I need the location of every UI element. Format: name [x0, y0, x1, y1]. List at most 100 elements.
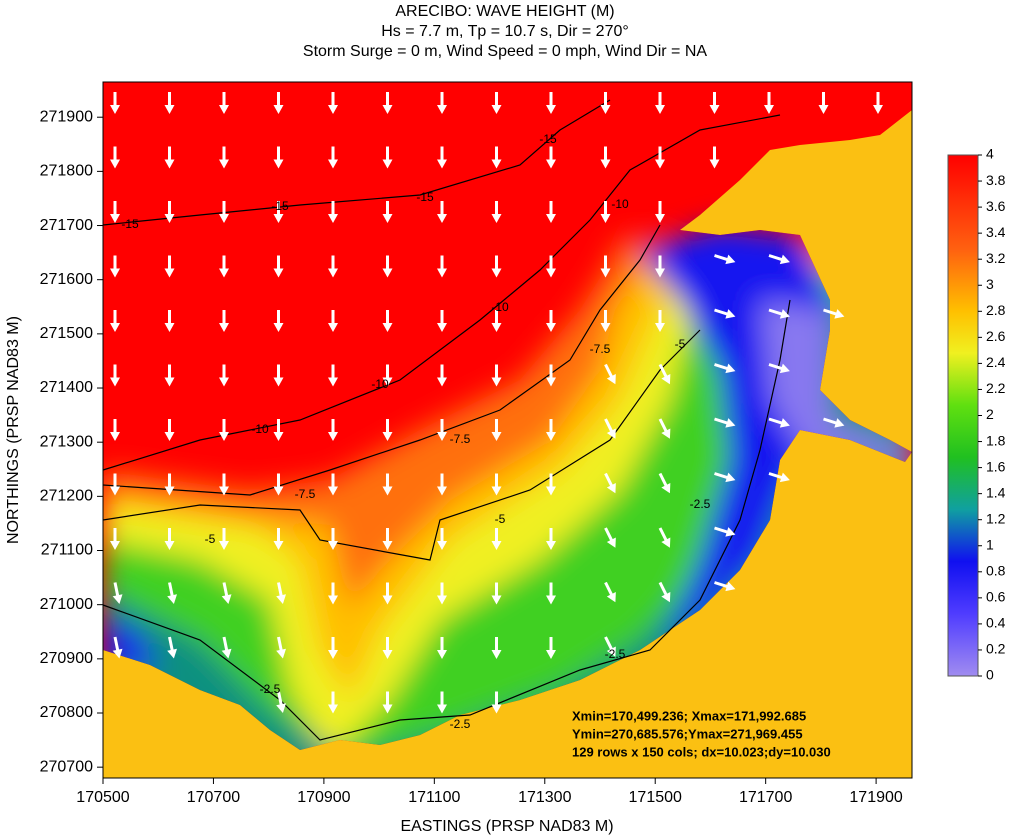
chart-subtitle: Storm Surge = 0 m, Wind Speed = 0 mph, W…: [303, 43, 707, 60]
contour-label: -10: [371, 377, 389, 391]
wave-arrow-head: [546, 268, 556, 278]
colorbar-tick-label: 3: [986, 276, 994, 292]
wave-arrow-head: [382, 704, 393, 714]
wave-arrow-head: [491, 268, 502, 278]
wave-arrow-head: [437, 214, 447, 223]
contour-label: -10: [491, 300, 509, 314]
wave-arrow-head: [491, 214, 502, 223]
wave-arrow-head: [273, 323, 284, 332]
wave-arrow-head: [491, 486, 502, 496]
wave-arrow-head: [437, 105, 447, 114]
wave-arrow-head: [219, 486, 229, 496]
wave-arrow-head: [437, 432, 447, 441]
colorbar-tick-label: 3.2: [986, 250, 1006, 266]
wave-arrow-head: [764, 105, 774, 114]
wave-arrow-head: [112, 648, 123, 659]
wave-arrow-head: [491, 159, 502, 169]
wave-arrow-head: [382, 323, 393, 332]
contour-label: -7.5: [450, 432, 471, 446]
contour-label: -10: [611, 197, 629, 211]
contour-label: -2.5: [450, 717, 471, 731]
colorbar-tick-label: 1: [986, 536, 994, 552]
wave-arrow-head: [546, 486, 556, 496]
y-tick-label: 271900: [40, 108, 93, 125]
wave-arrow-head: [328, 159, 338, 169]
wave-arrow-head: [546, 159, 556, 169]
wave-arrow-head: [725, 472, 736, 483]
x-axis-label: EASTINGS (PRSP NAD83 M): [400, 818, 613, 835]
wave-arrow-head: [328, 486, 338, 496]
wave-arrow-head: [328, 650, 338, 659]
colorbar-tick-label: 2.8: [986, 302, 1006, 318]
colorbar-tick-label: 3.6: [986, 198, 1006, 214]
colorbar-tick-label: 1.6: [986, 458, 1006, 474]
wave-arrow-head: [164, 105, 175, 114]
wave-arrow-head: [834, 309, 845, 319]
wave-arrow-head: [655, 323, 665, 332]
contour-label: -5: [495, 512, 506, 526]
wave-arrow-head: [110, 541, 120, 550]
wave-arrow-head: [273, 541, 284, 550]
wave-arrow-head: [725, 254, 736, 265]
wave-arrow-head: [546, 377, 556, 387]
wave-arrow-head: [606, 373, 616, 385]
wave-arrow-head: [491, 377, 502, 387]
x-tick-label: 171100: [408, 789, 460, 806]
contour-label: -7.5: [295, 487, 316, 501]
wave-arrow-head: [709, 105, 720, 114]
wave-arrow-head: [164, 432, 175, 441]
y-axis-label: NORTHINGS (PRSP NAD83 M): [5, 316, 22, 544]
wave-arrow-head: [661, 591, 671, 603]
wave-arrow-head: [546, 432, 556, 441]
colorbar-tick-label: 1.2: [986, 510, 1006, 526]
wave-arrow-head: [219, 268, 229, 278]
colorbar-tick-label: 0.6: [986, 589, 1006, 605]
wave-arrow-head: [167, 594, 177, 605]
wave-arrow-head: [491, 650, 502, 659]
wave-arrow-head: [725, 418, 736, 428]
wave-arrow-head: [328, 268, 338, 278]
annotation: Ymin=270,685.576;Ymax=271,969.455: [572, 726, 803, 741]
wave-arrow-head: [491, 595, 502, 605]
wave-arrow-head: [110, 323, 120, 332]
wave-arrow-head: [491, 704, 502, 714]
wave-arrow-head: [110, 159, 120, 169]
wave-arrow-head: [491, 541, 502, 550]
wave-arrow-head: [437, 704, 447, 714]
y-tick-label: 271600: [40, 271, 93, 288]
wave-arrow-head: [779, 472, 790, 483]
contour-label: -10: [251, 422, 269, 436]
wave-arrow-head: [779, 363, 790, 374]
y-tick-label: 270700: [40, 758, 93, 775]
wave-arrow-head: [221, 648, 232, 659]
contour-label: -2.5: [605, 647, 626, 661]
wave-arrow-head: [491, 105, 502, 114]
wave-arrow-head: [546, 541, 556, 550]
wave-arrow-head: [328, 323, 338, 332]
wave-arrow-head: [273, 432, 284, 441]
x-tick-label: 171300: [518, 789, 571, 806]
colorbar-tick-label: 0.8: [986, 563, 1006, 579]
wave-arrow-head: [491, 323, 502, 332]
y-tick-label: 270800: [40, 704, 93, 721]
wave-arrow-head: [437, 159, 447, 169]
wave-arrow-head: [437, 323, 447, 332]
wave-arrow-head: [382, 105, 393, 114]
contour-label: -15: [539, 132, 557, 146]
wave-arrow-head: [110, 105, 120, 114]
wave-arrow-head: [546, 650, 556, 659]
contour-label: -5: [675, 337, 686, 351]
contour-label: -7.5: [590, 342, 611, 356]
wave-arrow-head: [219, 541, 229, 550]
colorbar: [947, 154, 979, 677]
colorbar-tick-label: 3.8: [986, 172, 1006, 188]
wave-arrow-head: [546, 595, 556, 605]
wave-arrow-head: [437, 650, 447, 659]
wave-arrow-head: [382, 541, 393, 550]
x-tick-label: 170900: [297, 789, 350, 806]
wave-arrow-head: [328, 377, 338, 387]
colorbar-tick-label: 2.6: [986, 328, 1006, 344]
annotation: 129 rows x 150 cols; dx=10.023;dy=10.030: [572, 744, 831, 759]
wave-arrow-head: [219, 377, 229, 387]
